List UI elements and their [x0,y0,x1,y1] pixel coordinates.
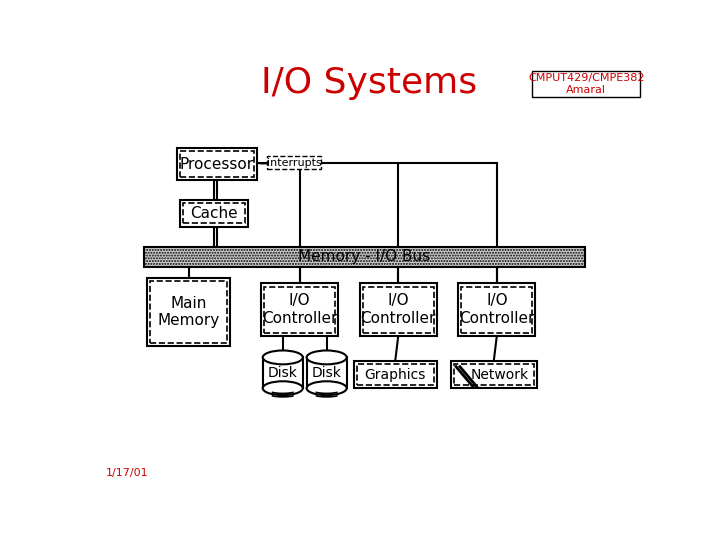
Text: 1/17/01: 1/17/01 [106,468,148,478]
Bar [263,357,303,388]
Bar [363,287,433,333]
Bar [144,247,585,267]
Text: Main
Memory: Main Memory [158,296,220,328]
Ellipse shape [307,381,346,395]
Bar [532,71,640,97]
Ellipse shape [263,350,303,365]
Bar [264,287,335,333]
Bar [459,284,535,336]
Text: Memory - I/O Bus: Memory - I/O Bus [298,249,431,264]
Bar [267,157,321,168]
Text: I/O
Controller: I/O Controller [459,293,534,326]
Ellipse shape [307,350,346,365]
Bar [180,200,248,226]
Bar [184,202,245,224]
Ellipse shape [263,381,303,395]
Text: Amaral: Amaral [566,85,606,95]
Text: I/O
Controller: I/O Controller [361,293,436,326]
Bar [179,151,254,177]
Bar [261,284,338,336]
Bar [150,281,228,343]
Bar [356,364,433,385]
Text: CMPUT429/CMPE382: CMPUT429/CMPE382 [528,73,644,83]
Bar [360,284,437,336]
Text: Processor: Processor [180,157,254,172]
Text: Disk: Disk [268,366,297,380]
Text: I/O
Controller: I/O Controller [262,293,338,326]
Text: Network: Network [471,368,529,382]
Bar [307,357,346,388]
Bar [462,287,532,333]
Bar [451,361,537,388]
Bar [454,364,534,385]
Text: Disk: Disk [312,366,341,380]
Bar [148,278,230,346]
Bar [176,148,257,180]
Text: Cache: Cache [190,206,238,220]
Text: Graphics: Graphics [364,368,426,382]
Text: I/O Systems: I/O Systems [261,66,477,100]
Bar [354,361,437,388]
Text: interrupts: interrupts [267,158,322,167]
